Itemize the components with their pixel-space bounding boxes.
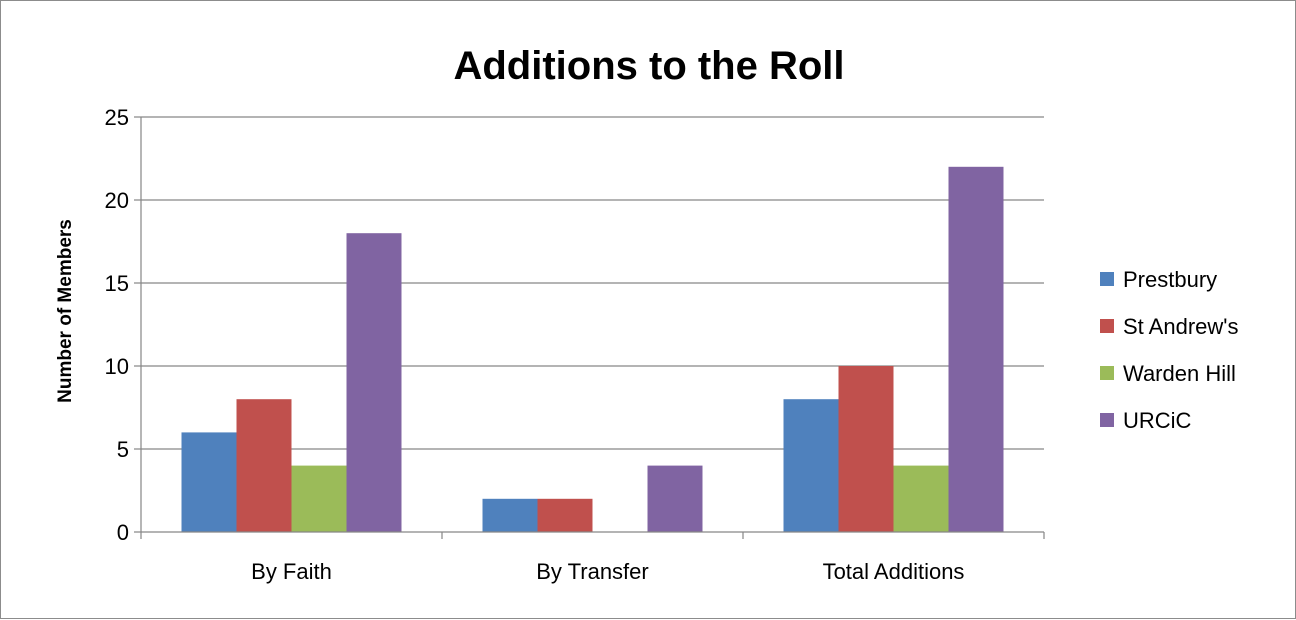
bar xyxy=(838,366,894,532)
axes xyxy=(134,116,1045,539)
bar xyxy=(893,465,949,532)
bar xyxy=(346,233,402,532)
y-tick-label: 25 xyxy=(105,105,129,130)
bar xyxy=(948,166,1004,533)
bar xyxy=(482,498,538,532)
y-axis-label: Number of Members xyxy=(55,219,76,403)
legend-label: Warden Hill xyxy=(1123,361,1236,386)
x-tick-label: By Faith xyxy=(251,559,332,584)
bar xyxy=(647,465,703,532)
legend-label: Prestbury xyxy=(1123,267,1217,292)
bar xyxy=(783,399,839,532)
bars xyxy=(181,166,1004,533)
bar xyxy=(236,399,292,532)
legend-swatch xyxy=(1100,272,1114,286)
x-tick-label: Total Additions xyxy=(823,559,965,584)
chart-title: Additions to the Roll xyxy=(453,44,844,88)
legend-swatch xyxy=(1100,319,1114,333)
y-tick-label: 20 xyxy=(105,188,129,213)
bar xyxy=(537,498,593,532)
legend-label: URCiC xyxy=(1123,408,1192,433)
x-tick-label: By Transfer xyxy=(536,559,648,584)
legend-swatch xyxy=(1100,413,1114,427)
bar xyxy=(181,432,237,532)
y-tick-label: 15 xyxy=(105,271,129,296)
y-tick-label: 0 xyxy=(117,520,129,545)
y-tick-label: 10 xyxy=(105,354,129,379)
legend: Prestbury St Andrew's Warden Hill URCiC xyxy=(1100,267,1238,433)
bar xyxy=(291,465,347,532)
legend-swatch xyxy=(1100,366,1114,380)
legend-label: St Andrew's xyxy=(1123,314,1238,339)
tick-labels: 0 5 10 15 20 25 By Faith By Transfer Total Addit… xyxy=(105,105,965,584)
y-tick-label: 5 xyxy=(117,437,129,462)
